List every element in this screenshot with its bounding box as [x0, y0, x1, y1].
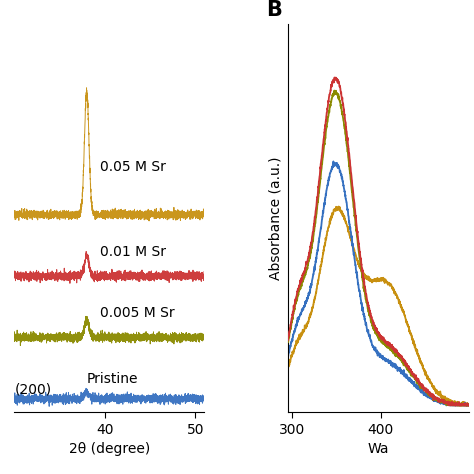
Text: Pristine: Pristine [87, 373, 138, 386]
Text: 0.01 M Sr: 0.01 M Sr [100, 245, 166, 259]
Y-axis label: Absorbance (a.u.): Absorbance (a.u.) [268, 156, 283, 280]
Text: (200): (200) [15, 383, 52, 397]
X-axis label: 2θ (degree): 2θ (degree) [69, 442, 150, 456]
Text: B: B [266, 0, 282, 20]
Text: 0.005 M Sr: 0.005 M Sr [100, 306, 175, 320]
X-axis label: Wa: Wa [368, 442, 390, 456]
Text: 0.05 M Sr: 0.05 M Sr [100, 160, 166, 173]
